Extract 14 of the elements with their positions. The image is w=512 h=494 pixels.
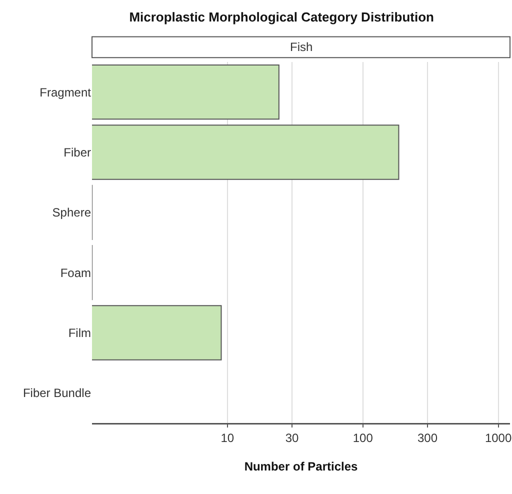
x-tick-label: 100 xyxy=(352,430,374,445)
x-tick-label: 1000 xyxy=(484,430,512,445)
y-tick-label: Fiber xyxy=(64,145,91,160)
y-tick-label: Foam xyxy=(60,266,91,280)
chart-subtitle: Fish xyxy=(290,40,313,54)
y-tick-label: Film xyxy=(68,326,91,340)
x-tick-label: 10 xyxy=(220,430,234,445)
y-tick-label: Fiber Bundle xyxy=(22,386,92,400)
x-axis-title: Number of Particles xyxy=(244,460,358,474)
y-tick-label: Fragment xyxy=(40,85,92,100)
x-tick-label: 30 xyxy=(285,430,300,445)
y-tick-label: Sphere xyxy=(52,206,92,220)
chart-title: Microplastic Morphological Category Distribution xyxy=(129,9,434,24)
x-tick-label: 300 xyxy=(417,430,438,445)
